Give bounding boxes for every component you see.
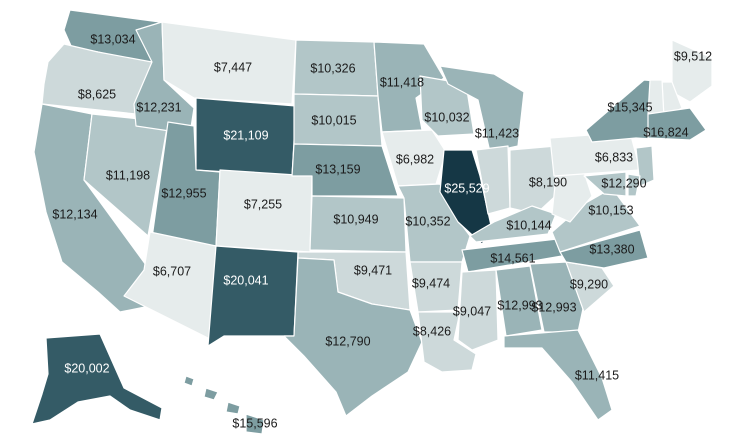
states-layer: [31, 9, 713, 435]
state-value-label-ky: $10,144: [506, 218, 551, 232]
state-value-label-wi: $10,032: [424, 110, 469, 124]
state-value-label-ga: $12,993: [531, 300, 576, 314]
state-az[interactable]: [123, 231, 217, 341]
state-value-label-al: $12,993: [497, 298, 542, 312]
state-value-label-ny: $15,345: [607, 100, 652, 114]
state-ak[interactable]: [31, 333, 163, 425]
state-value-label-mi: $11,423: [475, 126, 519, 140]
state-value-label-mt: $7,447: [214, 60, 252, 74]
state-de[interactable]: [627, 173, 641, 197]
state-value-label-pa: $6,833: [595, 150, 633, 164]
state-value-label-fl: $11,415: [575, 368, 619, 382]
state-value-label-ok: $9,471: [354, 263, 392, 277]
state-value-label-az: $6,707: [153, 264, 191, 278]
state-value-label-mn: $11,418: [380, 75, 424, 89]
state-value-label-oh: $8,190: [529, 175, 567, 189]
state-value-label-wa: $13,034: [90, 32, 135, 46]
state-value-label-ut: $12,955: [161, 186, 206, 200]
state-value-label-ne: $13,159: [315, 162, 360, 176]
state-value-label-tx: $12,790: [325, 334, 370, 348]
state-value-label-id: $12,231: [136, 100, 181, 114]
labels-layer: $13,034 $8,625 $12,134 $11,198 $12,231 $7,447…: [52, 32, 712, 430]
state-value-label-nv: $11,198: [106, 168, 150, 182]
state-al[interactable]: [495, 265, 543, 337]
state-value-label-or: $8,625: [78, 87, 116, 101]
state-value-label-ms: $9,047: [453, 304, 491, 318]
state-value-label-ar: $9,474: [412, 276, 450, 290]
state-ia[interactable]: [381, 129, 447, 187]
state-ar[interactable]: [409, 261, 463, 313]
state-value-label-il: $25,529: [444, 181, 489, 195]
state-value-label-nd: $10,326: [310, 61, 355, 75]
state-value-label-tn: $14,561: [490, 251, 535, 265]
state-value-label-hi: $15,596: [232, 416, 277, 430]
state-value-label-la: $8,426: [413, 324, 451, 338]
state-value-label-ks: $10,949: [333, 212, 378, 226]
state-value-label-va: $10,153: [588, 203, 633, 217]
state-hi[interactable]: [183, 375, 265, 435]
state-value-label-ma: $16,824: [643, 125, 688, 139]
state-ga[interactable]: [529, 261, 585, 333]
state-value-label-nj: $12,290: [601, 176, 646, 190]
state-value-label-nc: $13,380: [589, 242, 634, 256]
state-value-label-ia: $6,982: [396, 152, 434, 166]
state-tx[interactable]: [283, 257, 423, 417]
state-mn[interactable]: [373, 41, 445, 133]
state-value-label-sd: $10,015: [311, 113, 356, 127]
state-fl[interactable]: [503, 329, 613, 421]
state-nm[interactable]: [207, 245, 299, 347]
state-mt[interactable]: [161, 21, 297, 105]
state-md[interactable]: [583, 171, 627, 197]
state-value-label-ca: $12,134: [52, 207, 97, 221]
state-value-label-sc: $9,290: [570, 277, 608, 291]
state-value-label-co: $7,255: [244, 197, 282, 211]
state-oh[interactable]: [509, 145, 563, 215]
state-value-label-wy: $21,109: [223, 128, 268, 142]
state-value-label-mo: $10,352: [405, 214, 450, 228]
state-value-label-ak: $20,002: [64, 361, 109, 375]
state-nc[interactable]: [559, 229, 649, 269]
state-ma[interactable]: [647, 107, 707, 141]
state-ms[interactable]: [457, 269, 499, 351]
state-value-label-me: $9,512: [674, 49, 712, 63]
state-value-label-nm: $20,041: [223, 273, 268, 287]
